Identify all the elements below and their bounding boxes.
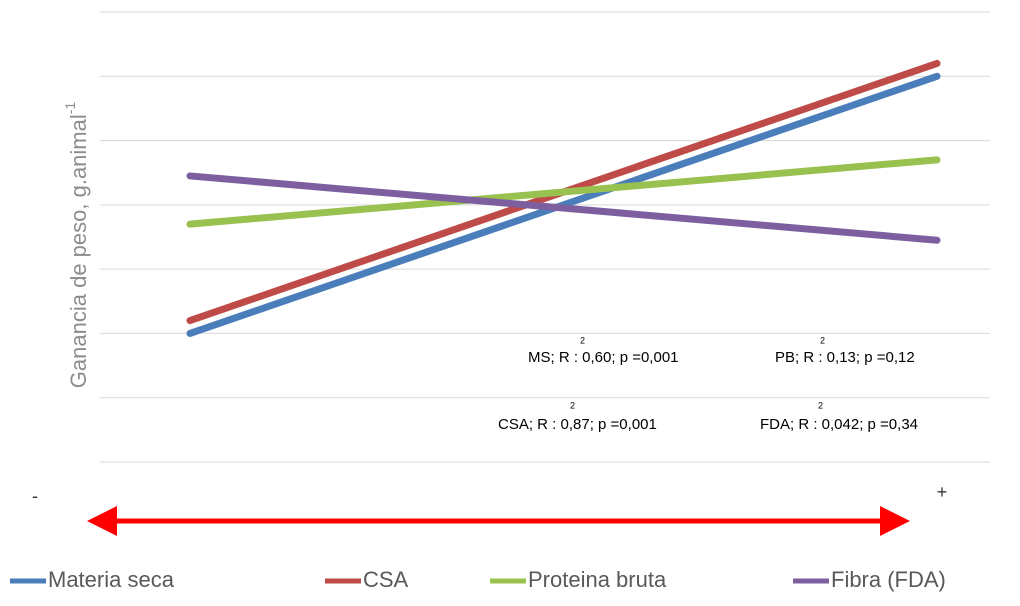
annotation-sup: 2 [580,335,585,345]
x-tick-label: - [32,486,38,506]
annotation: FDA; R : 0,042; p =0,34 [760,416,918,433]
x-tick-label: + [937,482,948,502]
annotation: CSA; R : 0,87; p =0,001 [498,416,657,433]
legend-label: Materia seca [48,567,175,592]
annotation-sup: 2 [820,335,825,345]
series-line [186,156,941,228]
y-axis-label: Ganancia de peso, g.animal-1 [62,102,91,389]
annotation: MS; R : 0,60; p =0,001 [528,349,679,366]
legend-label: Fibra (FDA) [831,567,946,592]
series-line [186,172,941,244]
legend-label: CSA [363,567,409,592]
legend-label: Proteina bruta [528,567,667,592]
annotation-sup: 2 [818,400,823,410]
annotation: PB; R : 0,13; p =0,12 [775,349,915,366]
annotation-sup: 2 [570,400,575,410]
